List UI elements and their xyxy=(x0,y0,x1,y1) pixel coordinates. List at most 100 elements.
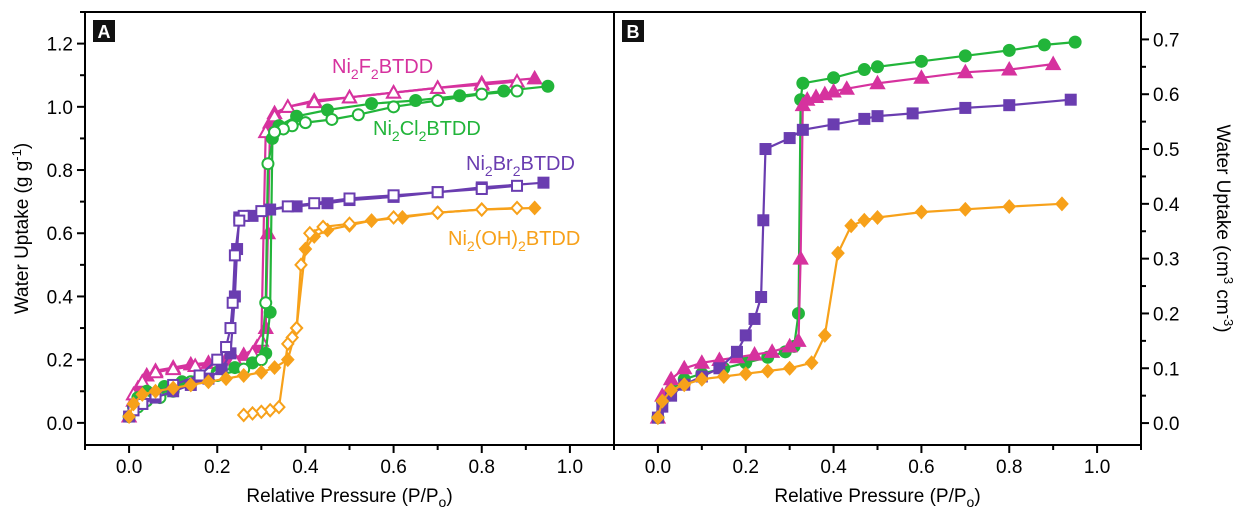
series-3: Ni2(OH)2BTDD xyxy=(122,200,580,425)
y-tick-label: 0.3 xyxy=(1153,250,1179,271)
adsorption-point xyxy=(122,409,136,425)
series-label: Ni2F2BTDD xyxy=(332,56,433,82)
desorption-point xyxy=(341,88,358,104)
desorption-point xyxy=(342,216,357,232)
series-label-part: Cl xyxy=(400,118,419,140)
x-tick-label: 0.2 xyxy=(733,457,759,478)
desorption-point xyxy=(268,125,282,139)
x-axis-title-end: ) xyxy=(446,486,452,507)
desorption-point xyxy=(316,219,330,235)
curve-point xyxy=(730,345,743,358)
series-label-part: Ni xyxy=(373,118,392,140)
x-axis-title-sub: o xyxy=(439,494,447,508)
curve-point xyxy=(913,69,930,84)
y-tick-label: 0.1 xyxy=(1153,359,1179,380)
curve-point xyxy=(1055,196,1069,212)
adsorption-point xyxy=(298,241,313,257)
curve-point xyxy=(857,63,871,77)
adsorption-point xyxy=(541,79,555,93)
x-axis-title-main: Relative Pressure (P/P xyxy=(246,486,438,507)
curve-point xyxy=(746,346,763,361)
series-label-part: 2 xyxy=(485,163,493,179)
desorption-point xyxy=(430,205,445,221)
y-axis-title-sup: 3 xyxy=(1221,277,1236,284)
y-tick-label: 0.8 xyxy=(47,161,73,182)
series-label: Ni2Cl2BTDD xyxy=(373,118,481,144)
x-axis-title: Relative Pressure (P/Po) xyxy=(246,486,452,508)
desorption-point xyxy=(289,320,304,336)
curve-point xyxy=(716,369,731,384)
y-axis-title-main: Water Uptake (cm xyxy=(1212,124,1233,276)
y-axis-title-main: Water Uptake (g g xyxy=(12,161,33,314)
curve-point xyxy=(870,210,885,226)
curve-point xyxy=(959,101,972,114)
curve-point xyxy=(831,245,845,261)
curve-point xyxy=(1037,38,1051,52)
desorption-point xyxy=(280,336,295,352)
desorption-point xyxy=(254,353,268,367)
adsorption-point xyxy=(527,200,542,216)
y-tick-label: 0.4 xyxy=(1153,195,1180,216)
y-axis-title-end: ) xyxy=(1212,326,1233,332)
y-tick-label: 0.2 xyxy=(1153,304,1179,325)
curve-point xyxy=(677,377,692,393)
curve-point xyxy=(844,218,859,234)
curve-point xyxy=(1064,93,1077,106)
desorption-point xyxy=(164,360,182,376)
adsorption-point xyxy=(321,197,334,210)
series-label-part: 2 xyxy=(513,163,521,179)
curve-point xyxy=(869,74,886,90)
adsorption-point xyxy=(497,84,511,98)
curve-point xyxy=(664,382,678,398)
desorption-point xyxy=(298,116,312,130)
desorption-point xyxy=(431,93,445,107)
panel-letter-box xyxy=(93,20,115,42)
desorption-point xyxy=(474,202,489,218)
series-label-part: BTDD xyxy=(526,228,580,250)
desorption-point xyxy=(236,407,251,423)
y-tick-label: 1.0 xyxy=(47,98,73,119)
desorption-point xyxy=(281,200,294,213)
adsorption-point xyxy=(219,371,233,387)
curve-point xyxy=(738,366,753,382)
series-label: Ni2Br2BTDD xyxy=(466,153,575,179)
x-tick-label: 1.0 xyxy=(557,457,583,478)
curve-point xyxy=(858,112,871,125)
curve-point xyxy=(817,327,832,343)
desorption-point xyxy=(325,112,339,126)
series-label-part: (OH) xyxy=(475,228,518,250)
curve-point xyxy=(871,110,884,123)
series-0: Ni2F2BTDD xyxy=(120,56,543,423)
curve-line xyxy=(656,202,1062,418)
y-tick-label: 0.4 xyxy=(47,287,74,308)
desorption-point xyxy=(306,93,323,109)
x-tick-label: 1.0 xyxy=(1084,457,1110,478)
y-tick-label: 0.0 xyxy=(47,414,73,435)
x-tick-label: 0.4 xyxy=(820,457,847,478)
curve-point xyxy=(760,363,775,379)
y-axis-title-sup: -1 xyxy=(9,149,24,161)
x-axis-title-main: Relative Pressure (P/P xyxy=(774,486,966,507)
series-label-part: 2 xyxy=(351,66,359,82)
series-label-part: BTDD xyxy=(379,56,433,78)
series-label-part: 2 xyxy=(518,238,526,254)
desorption-point xyxy=(429,79,446,94)
curve-point xyxy=(796,123,809,136)
y-tick-label: 0.7 xyxy=(1153,30,1179,51)
curve-point xyxy=(838,80,855,95)
series-label-part: 2 xyxy=(419,128,427,144)
series-label-part: BTDD xyxy=(426,118,480,140)
desorption-point xyxy=(254,404,269,420)
x-tick-label: 0.6 xyxy=(380,457,406,478)
curve-point xyxy=(1002,199,1017,215)
curve-point xyxy=(739,329,752,342)
series-label-part: 2 xyxy=(467,238,475,254)
x-tick-label: 0.8 xyxy=(996,457,1022,478)
desorption-point xyxy=(511,179,524,192)
desorption-point xyxy=(261,157,275,171)
series-label-part: 2 xyxy=(392,128,400,144)
curve-point xyxy=(651,410,665,426)
curve-point xyxy=(792,250,809,265)
y-tick-label: 0.0 xyxy=(1153,414,1179,435)
series-label-part: 2 xyxy=(371,66,379,82)
